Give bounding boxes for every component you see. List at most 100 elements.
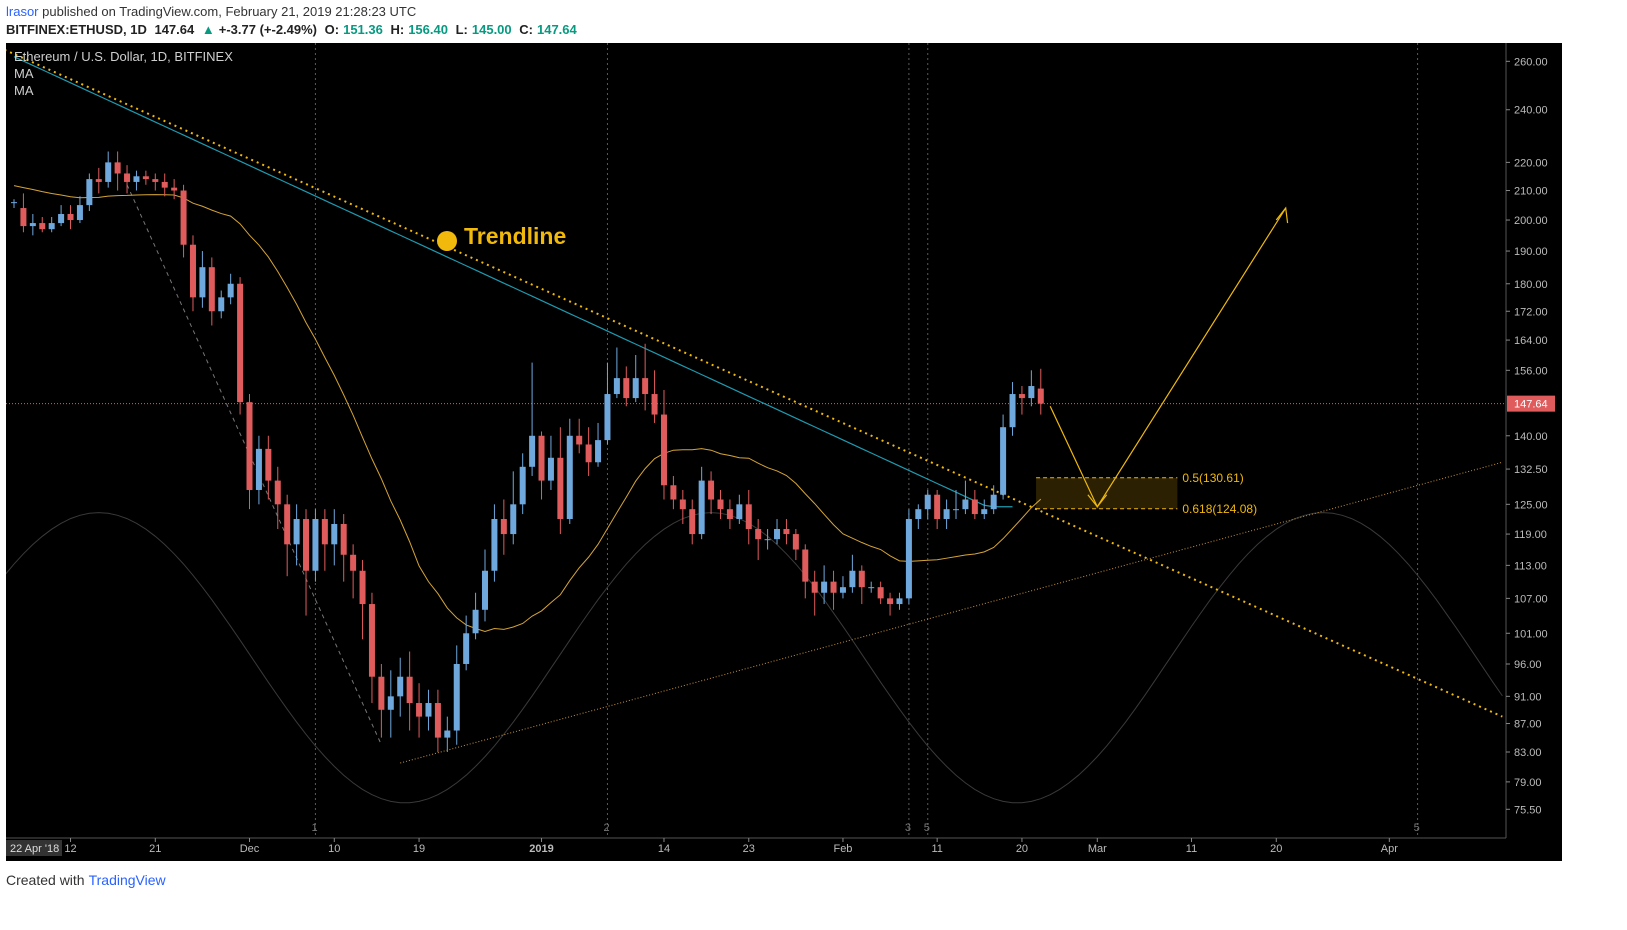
high-label: H: [390,22,405,37]
price-tick-label: 101.00 [1514,628,1548,640]
footer: Created with TradingView [6,872,166,888]
candle-body [821,581,828,593]
last-price: 147.64 [154,22,195,37]
author-link[interactable]: lrasor [6,4,39,19]
price-tick-label: 96.00 [1514,659,1542,671]
candle-body [839,587,846,593]
legend-ma-1[interactable]: MA [14,66,34,81]
time-tick-label: 19 [413,843,425,855]
candle-body [915,509,922,520]
candle-body [463,633,470,664]
candle-body [953,509,959,511]
candle-body [679,499,686,510]
candle-body [227,283,234,298]
created-with: Created with [6,872,85,888]
candle-body [764,539,771,541]
candle-body [651,394,658,415]
candle-body [378,676,385,710]
cycle-marker-label: 1 [311,822,317,834]
grid: 012355 [311,43,1420,838]
tradingview-logo-link[interactable]: TradingView [88,872,166,888]
first-date-badge [6,840,62,856]
candle-body [905,519,912,599]
candle-body [189,244,196,298]
candle-body [434,703,441,738]
candle-body [802,549,809,582]
candle-body [199,267,206,298]
candle-body [934,494,941,520]
time-tick-label: 12 [64,843,76,855]
candle-body [472,609,479,634]
price-tick-label: 190.00 [1514,246,1548,258]
candle-body [444,730,451,738]
candle-body [613,378,620,395]
candle-body [321,519,328,545]
low-value: 145.00 [471,22,512,37]
candle-body [962,499,969,510]
candle-body [482,570,488,610]
candle-body [642,378,649,395]
symbol-line: BITFINEX:ETHUSD, 1D 147.64 ▲ +-3.77 (+-2.… [6,22,581,37]
candle-body [774,529,781,540]
candle-body [76,205,83,221]
fib-level-label: 0.5(130.61) [1182,471,1243,485]
candle-body [359,570,366,605]
candle-body [397,676,404,697]
candle-body [547,457,554,481]
price-tick-label: 87.00 [1514,719,1542,731]
candle-body [943,509,950,520]
candle-body [858,570,865,588]
legend-title: Ethereum / U.S. Dollar, 1D, BITFINEX [14,49,233,64]
candle-body [623,378,630,399]
candle-body [660,414,667,486]
time-tick-label: Feb [833,843,852,855]
candle-body [312,519,319,571]
candle-body [557,457,564,520]
price-tick-label: 119.00 [1514,529,1547,541]
candle-body [114,162,121,174]
symbol[interactable]: BITFINEX:ETHUSD, 1D [6,22,147,37]
trendline-label: Trendline [464,223,566,249]
price-tick-label: 164.00 [1514,335,1548,347]
price-tick-label: 83.00 [1514,747,1542,759]
candle-body [39,223,46,230]
candle-body [811,581,818,593]
candle-body [585,444,592,463]
candle-body [350,554,357,571]
cycle-marker-label: 5 [1414,822,1420,834]
decline-guide-line [126,184,382,745]
candle-body [208,267,215,312]
projection-arrowhead-2 [1275,206,1289,224]
candlestick-chart[interactable]: 012355 0.5(130.61)0.618(124.08) 260.0024… [0,43,1562,861]
high-value: 156.40 [408,22,448,37]
candle-body [86,179,93,206]
price-tick-label: 79.00 [1514,777,1542,789]
price-tick-label: 220.00 [1514,157,1548,169]
candle-body [246,402,253,490]
chart-area[interactable]: 012355 0.5(130.61)0.618(124.08) 260.0024… [0,43,1562,861]
fib-levels: 0.5(130.61) 0.618(124.08) [1036,471,1257,516]
candle-body [670,485,677,500]
publish-info: lrasor published on TradingView.com, Feb… [6,4,416,19]
candle-body [849,570,856,588]
candle-body [491,519,498,571]
candle-body [887,598,894,605]
price-tick-label: 260.00 [1514,56,1548,68]
candle-body [830,581,837,593]
axes: 260.00 240.00 220.00 210.00 200.00 190.00 180.… [6,43,1562,861]
low-label: L: [455,22,468,37]
candle-body [755,529,762,540]
time-tick-label: Mar [1088,843,1107,855]
price-tick-label: 125.00 [1514,499,1548,511]
candle-body [924,494,931,510]
legend-ma-2[interactable]: MA [14,83,34,98]
candle-body [792,534,799,550]
projection-path [1049,207,1287,508]
candle-body [595,440,602,463]
candle-body [161,181,168,188]
candle-body [406,676,413,704]
candle-body [708,480,715,500]
price-tick-label: 200.00 [1514,215,1548,227]
last-price-badge [1507,395,1555,412]
candle-body [896,598,903,605]
